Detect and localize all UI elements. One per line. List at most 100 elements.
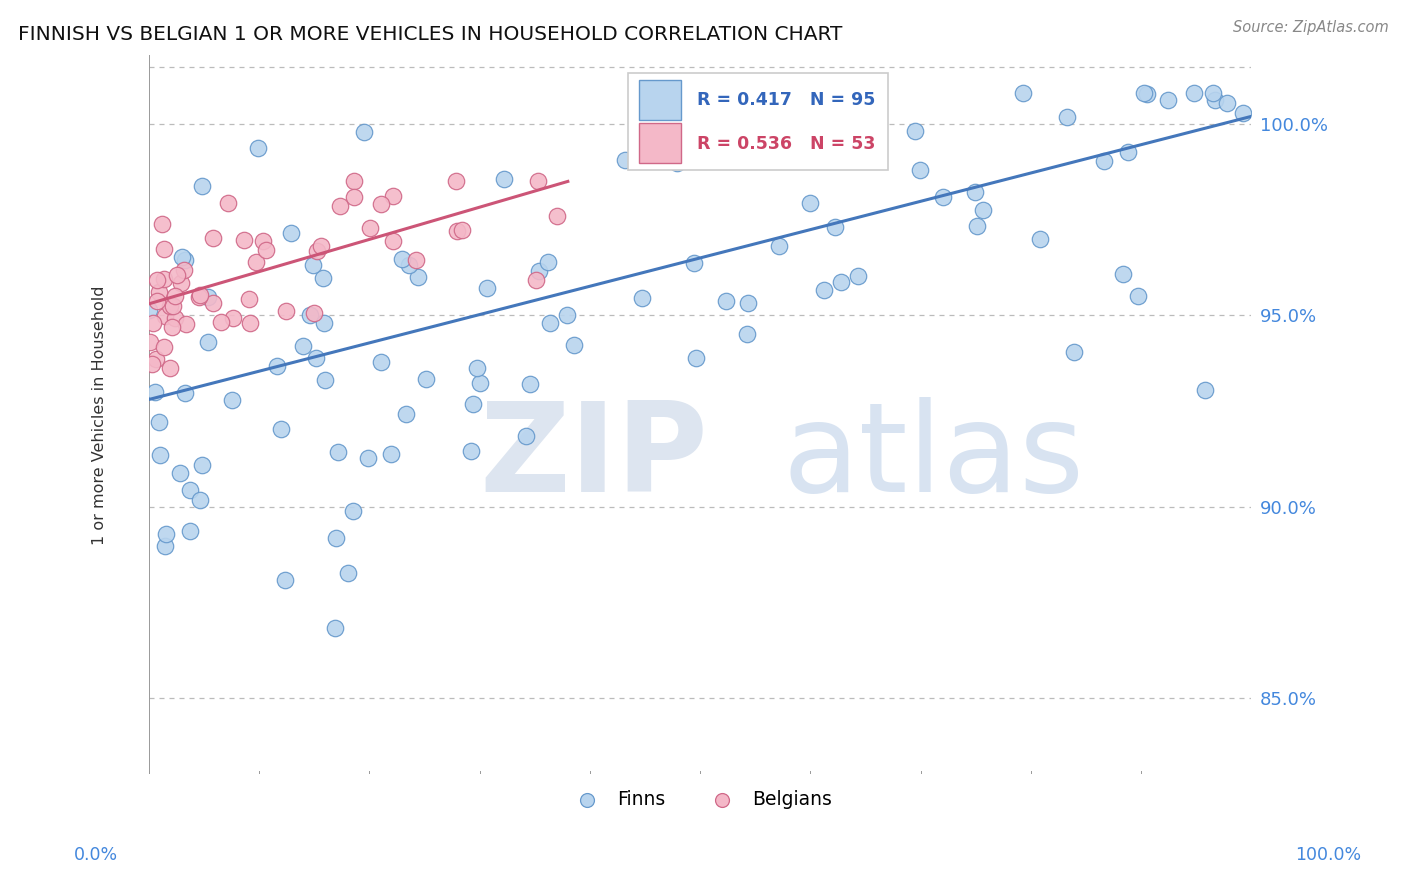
Point [380,447,402,461]
Point [519,376,541,391]
Point [323,621,346,635]
Point [239,316,262,330]
Point [381,188,404,202]
Point [735,327,758,342]
Point [179,524,201,539]
Point [908,162,931,177]
Point [155,539,177,553]
Text: ZIP: ZIP [479,398,709,518]
Point [450,223,472,237]
Point [527,264,550,278]
Point [1012,87,1035,101]
Text: R = 0.536   N = 53: R = 0.536 N = 53 [697,135,875,153]
Point [1182,87,1205,101]
Point [173,263,195,277]
Point [274,304,297,318]
Point [325,531,347,545]
Point [966,219,988,233]
Point [357,450,380,465]
Point [415,372,437,386]
Text: atlas: atlas [783,398,1085,518]
Point [202,296,225,310]
Point [302,306,325,320]
Bar [640,80,682,120]
Point [370,355,392,369]
Point [613,153,636,167]
Point [1116,145,1139,160]
Point [146,273,169,287]
Point [221,392,243,407]
Point [254,243,277,257]
Text: R = 0.417   N = 95: R = 0.417 N = 95 [697,92,875,110]
Point [546,209,568,223]
Point [353,125,375,139]
Point [307,244,329,258]
Point [904,124,927,138]
Point [191,179,214,194]
Point [963,185,986,199]
Point [465,361,488,376]
Point [537,255,560,269]
Point [149,448,172,462]
Point [139,334,162,349]
Text: FINNISH VS BELGIAN 1 OR MORE VEHICLES IN HOUSEHOLD CORRELATION CHART: FINNISH VS BELGIAN 1 OR MORE VEHICLES IN… [18,25,842,44]
Point [1216,96,1239,111]
Point [143,385,166,400]
Point [538,317,561,331]
Point [270,422,292,436]
Point [527,174,550,188]
Point [274,573,297,587]
Point [238,292,260,306]
Point [159,299,181,313]
Point [162,299,184,313]
Point [555,308,578,322]
Point [174,386,197,401]
Point [683,255,706,269]
Point [359,221,381,235]
Point [754,115,776,129]
Point [562,338,585,352]
FancyBboxPatch shape [628,73,887,170]
Point [382,234,405,248]
Point [173,252,195,267]
Point [152,243,174,257]
Point [174,317,197,331]
Point [830,275,852,289]
Point [813,283,835,297]
Point [846,268,869,283]
Point [1136,87,1159,101]
Point [305,351,328,365]
Point [1204,93,1226,107]
Point [1157,93,1180,107]
Point [824,219,846,234]
Point [1112,267,1135,281]
Point [343,190,366,204]
Point [468,376,491,391]
Point [233,234,256,248]
Point [326,445,349,459]
Point [280,226,302,240]
Point [737,295,759,310]
Point [395,407,418,421]
Point [342,503,364,517]
Point [1133,87,1156,101]
Point [337,566,360,581]
Text: 100.0%: 100.0% [1295,846,1362,863]
Point [252,234,274,248]
Legend: Finns, Belgians: Finns, Belgians [561,783,839,817]
Point [188,287,211,301]
Point [266,359,288,373]
Point [446,224,468,238]
Point [188,493,211,508]
Point [329,199,352,213]
Point [169,466,191,480]
Point [142,316,165,330]
Point [246,141,269,155]
Point [170,276,193,290]
Point [524,273,547,287]
Point [245,255,267,269]
Point [311,271,333,285]
Point [299,309,322,323]
Point [1056,110,1078,124]
Point [191,458,214,472]
